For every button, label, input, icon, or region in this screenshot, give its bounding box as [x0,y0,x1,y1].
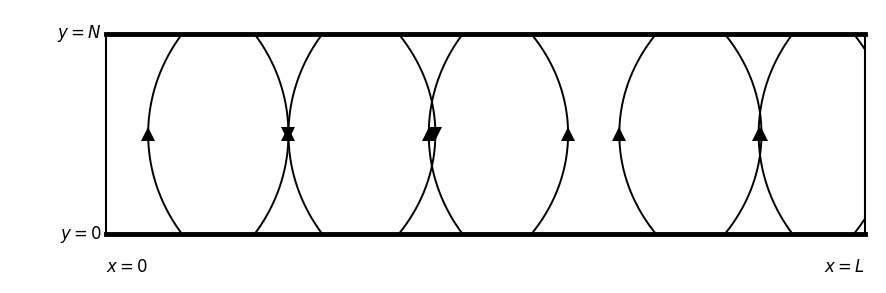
Text: $x = 0$: $x = 0$ [106,258,149,276]
Text: $y = N$: $y = N$ [58,23,102,44]
Text: $x = L$: $x = L$ [823,258,864,276]
Text: $y = 0$: $y = 0$ [60,224,102,245]
